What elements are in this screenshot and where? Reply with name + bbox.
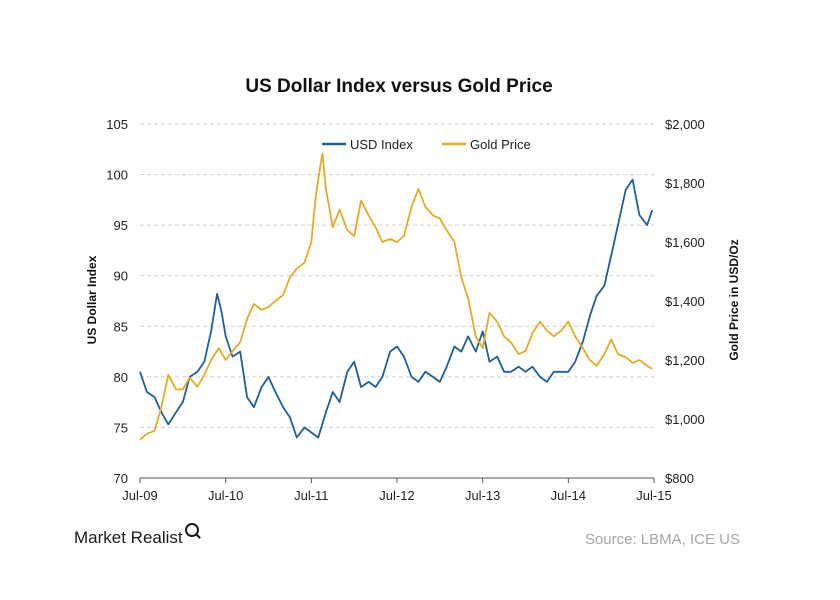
left-tick-label: 100 [106, 168, 128, 183]
brand-name: Market Realist [74, 528, 183, 547]
x-tick-label: Jul-14 [551, 488, 586, 503]
right-tick-label: $1,200 [665, 353, 705, 368]
legend-label-gold-price: Gold Price [470, 137, 531, 152]
left-tick-label: 85 [114, 319, 128, 334]
right-tick-label: $1,600 [665, 235, 705, 250]
left-tick-label: 70 [114, 471, 128, 486]
left-axis-title: US Dollar Index [85, 255, 99, 344]
right-tick-label: $2,000 [665, 117, 705, 132]
left-tick-label: 105 [106, 117, 128, 132]
right-tick-label: $1,400 [665, 294, 705, 309]
x-tick-label: Jul-11 [294, 488, 328, 503]
source-note: Source: LBMA, ICE US [584, 531, 740, 548]
right-tick-label: $1,800 [665, 176, 705, 191]
x-tick-label: Jul-10 [208, 488, 243, 503]
left-tick-label: 90 [114, 269, 128, 284]
grid [140, 123, 654, 428]
chart-title: US Dollar Index versus Gold Price [245, 76, 552, 97]
legend: USD Index Gold Price [322, 137, 531, 152]
axes: 70 75 80 85 90 95 100 105 $800 $1,000 $1,200 $1,400… [106, 117, 704, 503]
series-line-usd-index [139, 178, 654, 439]
magnifier-icon [184, 523, 199, 537]
right-axis-title: Gold Price in USD/Oz [727, 239, 741, 360]
left-tick-label: 75 [114, 420, 128, 435]
right-tick-label: $1,000 [665, 412, 705, 427]
right-tick-label: $800 [665, 471, 694, 486]
series-lines [139, 152, 654, 441]
x-tick-label: Jul-13 [465, 488, 500, 503]
left-tick-label: 80 [114, 370, 128, 385]
x-tick-label: Jul-09 [122, 488, 157, 503]
legend-label-usd-index: USD Index [350, 137, 413, 152]
series-line-gold-price [139, 152, 653, 441]
x-tick-label: Jul-15 [636, 488, 671, 503]
left-tick-label: 95 [114, 218, 128, 233]
x-tick-label: Jul-12 [379, 488, 414, 503]
brand-logo: Market Realist [74, 523, 199, 548]
